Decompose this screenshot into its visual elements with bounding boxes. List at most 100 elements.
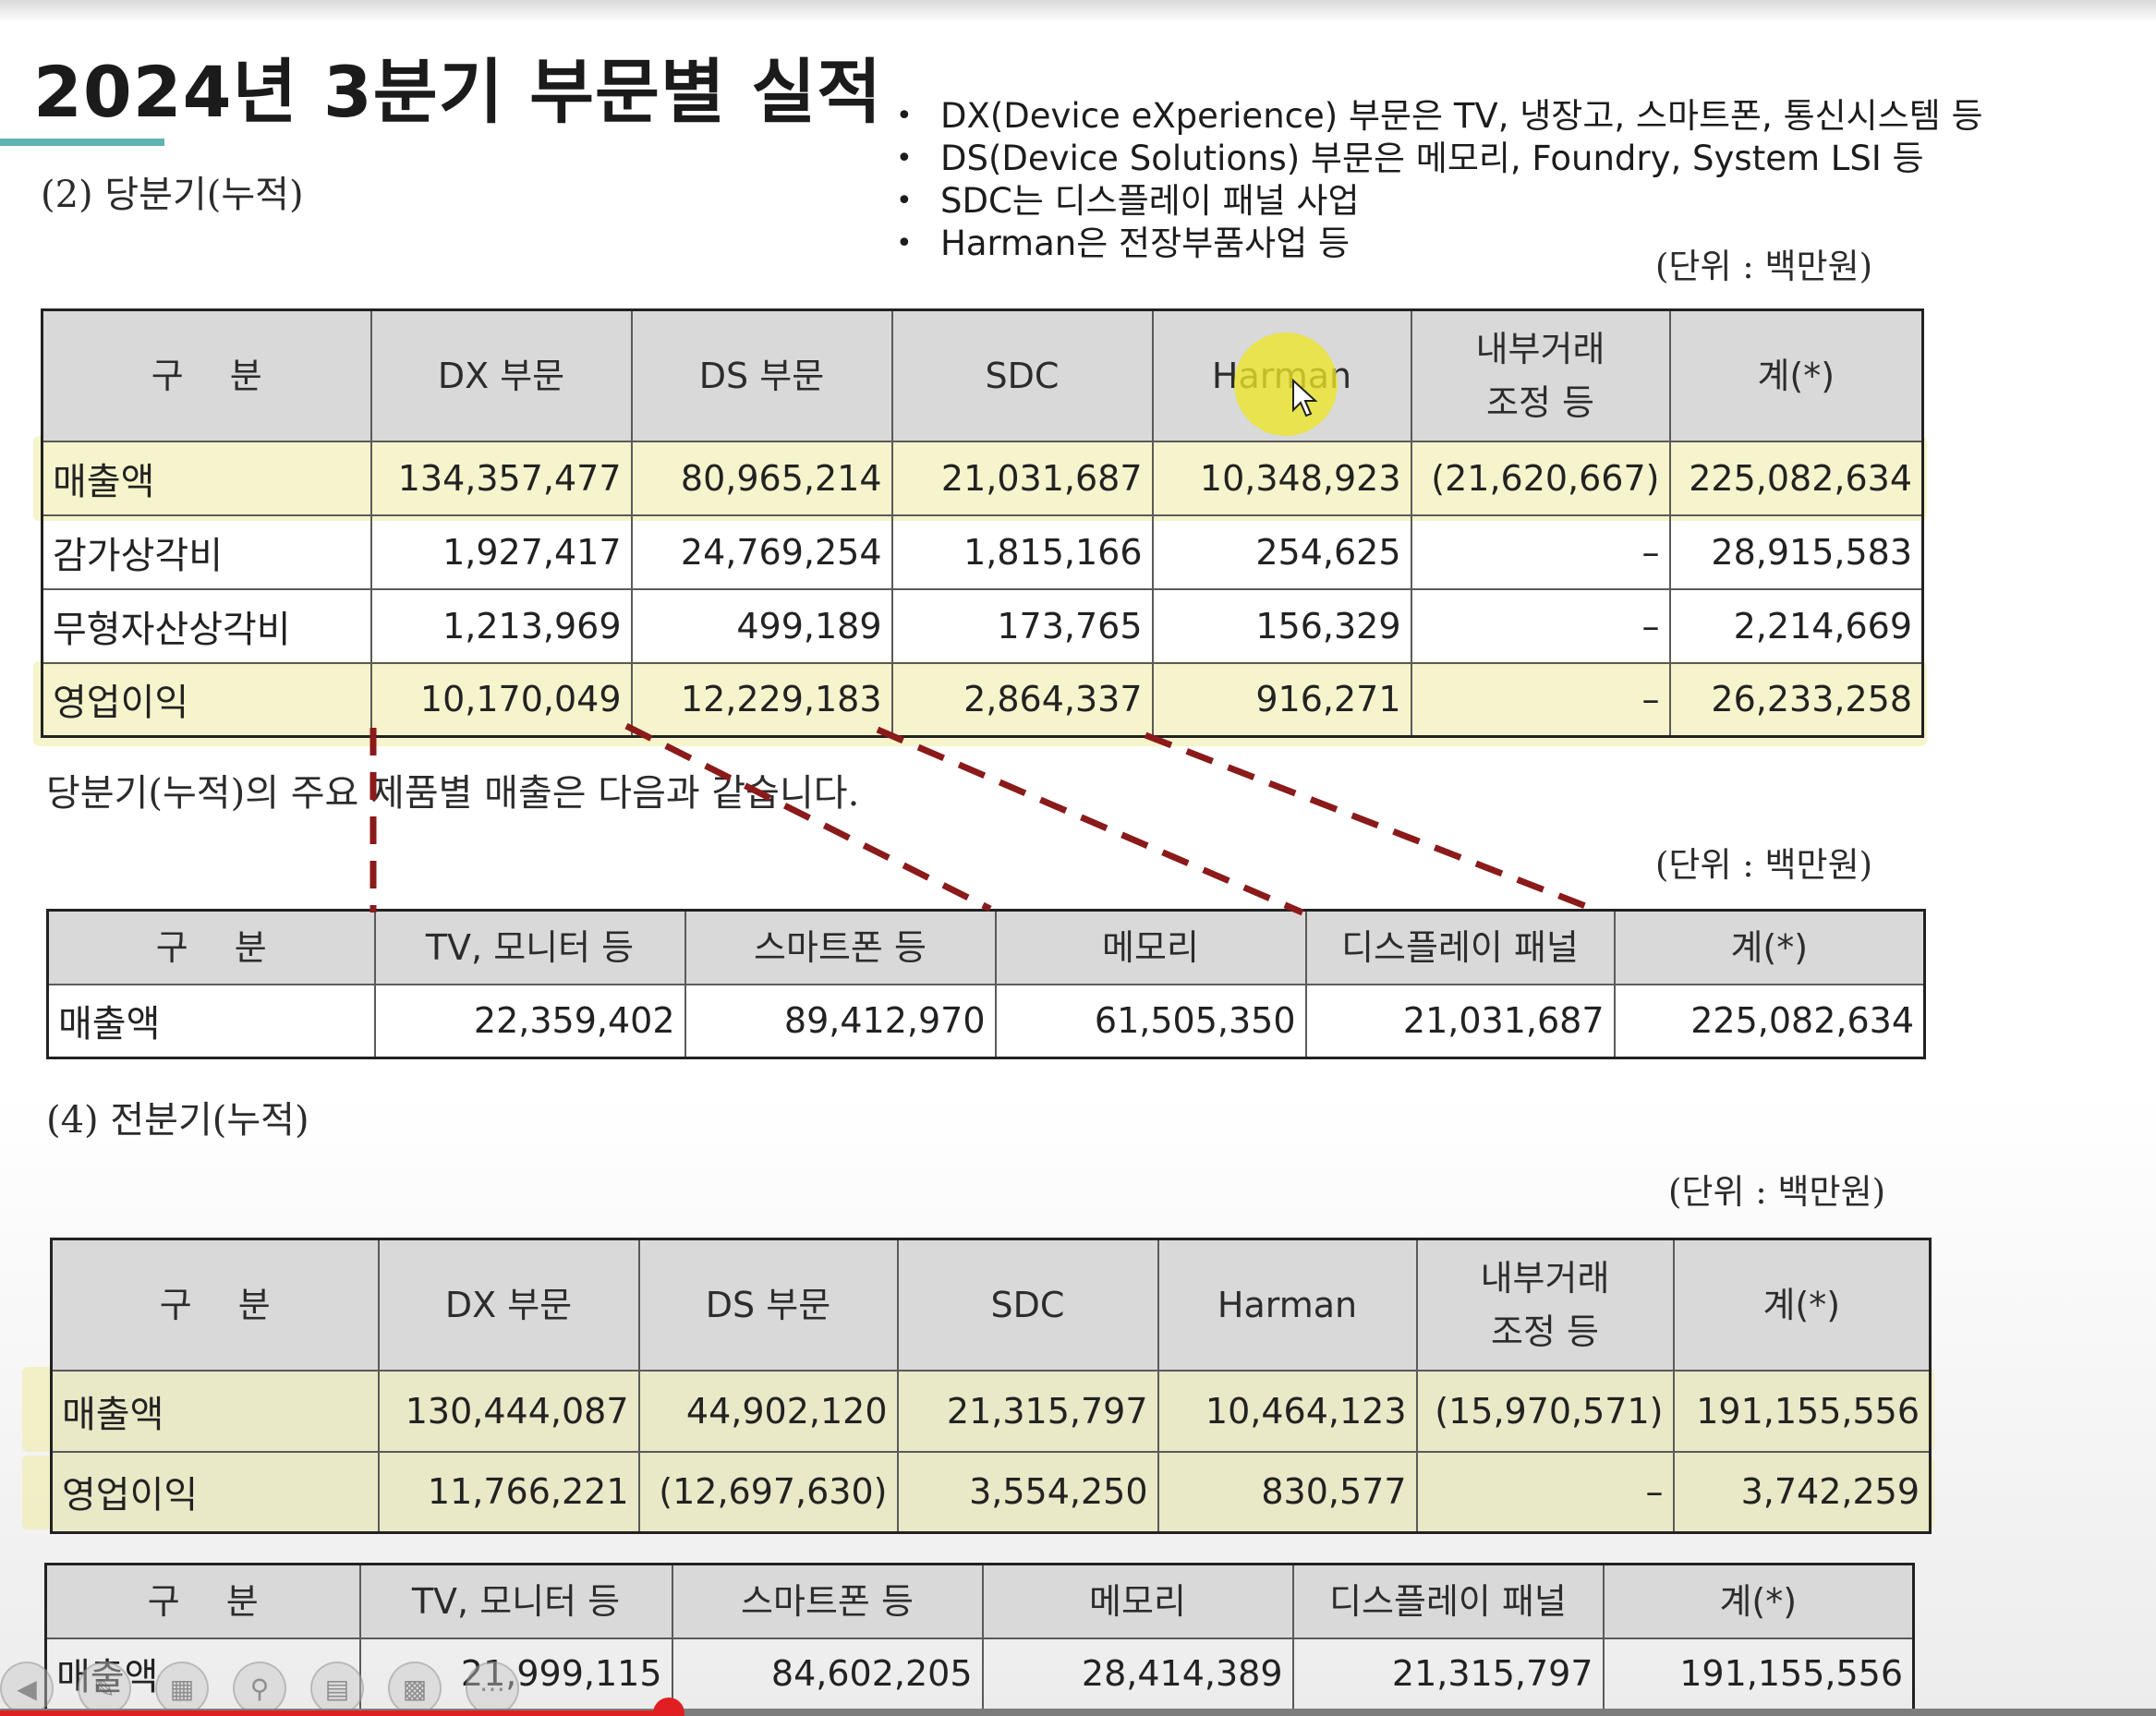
table-cell: (15,970,571)	[1415, 1369, 1675, 1453]
table-cell: 225,082,634	[1668, 440, 1924, 516]
table-cell: 61,505,350	[994, 983, 1307, 1059]
section-previous-label: (4) 전분기(누적)	[46, 1099, 309, 1142]
table-cell: (21,620,667)	[1410, 440, 1671, 516]
table-cell: 3,742,259	[1672, 1450, 1932, 1534]
table-cell: 2,864,337	[890, 661, 1154, 738]
header-smartphone: 스마트폰 등	[671, 1563, 984, 1639]
table-cell: 916,271	[1151, 661, 1412, 738]
header-total: 계(*)	[1613, 909, 1926, 985]
table-row: 영업이익 10,170,049 12,229,183 2,864,337 916,271…	[41, 661, 1924, 738]
row-label: 무형자산상각비	[41, 587, 372, 664]
header-memory: 메모리	[994, 909, 1307, 985]
slides-icon[interactable]: ▦	[155, 1662, 209, 1715]
header-memory: 메모리	[981, 1563, 1294, 1639]
subtitle-icon[interactable]: ▤	[310, 1662, 364, 1715]
table-cell: –	[1415, 1450, 1675, 1534]
dash-line-sdc-to-display	[1144, 731, 1594, 912]
table-cell: 830,577	[1157, 1450, 1418, 1534]
table-cell: 10,170,049	[369, 661, 633, 738]
header-category: 구 분	[41, 308, 372, 442]
header-total: 계(*)	[1672, 1238, 1932, 1372]
table-cell: 3,554,250	[896, 1450, 1159, 1534]
table-row: 매출액 130,444,087 44,902,120 21,315,797 10,464…	[50, 1369, 1932, 1453]
unit-label-2: (단위 : 백만원)	[1655, 845, 1873, 885]
bullet-ds: DS(Device Solutions) 부문은 메모리, Foundry, S…	[896, 138, 1983, 180]
cursor-highlight	[1234, 332, 1338, 436]
header-category: 구 분	[46, 909, 376, 985]
section-current-label: (2) 당분기(누적)	[41, 174, 304, 216]
row-label: 영업이익	[50, 1450, 380, 1534]
table-cell: 10,348,923	[1151, 440, 1412, 516]
table-cell: 21,315,797	[896, 1369, 1159, 1453]
header-total: 계(*)	[1602, 1563, 1915, 1639]
table-cell: 24,769,254	[630, 514, 893, 590]
header-category: 구 분	[44, 1563, 361, 1639]
more-icon[interactable]: ⋯	[466, 1662, 519, 1715]
slide-top-edge	[0, 0, 2156, 22]
table-cell: 89,412,970	[684, 983, 997, 1059]
header-tv-monitor: TV, 모니터 등	[358, 1563, 673, 1639]
table-cell: 173,765	[890, 587, 1154, 664]
bullet-dx: DX(Device eXperience) 부문은 TV, 냉장고, 스마트폰,…	[896, 95, 1983, 138]
table-cell: 26,233,258	[1668, 661, 1924, 738]
table-cell: 225,082,634	[1613, 983, 1926, 1059]
row-label: 감가상각비	[41, 514, 372, 590]
pen-icon[interactable]: ✎	[78, 1662, 131, 1715]
row-label: 매출액	[46, 983, 376, 1059]
bullet-harman: Harman은 전장부품사업 등	[896, 223, 1983, 265]
header-sdc: SDC	[890, 308, 1154, 442]
header-internal-adjustment: 내부거래 조정 등	[1415, 1238, 1675, 1372]
table-cell: 1,815,166	[890, 514, 1154, 590]
product-sales-intro: 당분기(누적)의 주요 제품별 매출은 다음과 같습니다.	[46, 772, 860, 815]
header-harman: Harman	[1157, 1238, 1418, 1372]
unit-label-3: (단위 : 백만원)	[1668, 1172, 1886, 1212]
table-cell: 191,155,556	[1602, 1637, 1915, 1711]
table-cell: 44,902,120	[637, 1369, 899, 1453]
mouse-cursor-icon	[1292, 379, 1318, 417]
table-cell: 191,155,556	[1672, 1369, 1932, 1453]
header-display-panel: 디스플레이 패널	[1304, 909, 1616, 985]
previous-segment-table: 구 분 DX 부문 DS 부문 SDC Harman 내부거래 조정 등 계(*)…	[50, 1238, 1932, 1534]
header-ds: DS 부문	[637, 1238, 899, 1372]
table-cell: –	[1410, 587, 1671, 664]
row-label: 영업이익	[41, 661, 372, 738]
table-cell: 11,766,221	[377, 1450, 640, 1534]
progress-knob[interactable]	[653, 1698, 684, 1716]
header-internal-adjustment: 내부거래 조정 등	[1410, 308, 1671, 442]
table-cell: 130,444,087	[377, 1369, 640, 1453]
table-row: 영업이익 11,766,221 (12,697,630) 3,554,250 830,5…	[50, 1450, 1932, 1534]
progress-track[interactable]	[0, 1709, 2156, 1716]
title-accent-line	[0, 139, 164, 146]
table-row: 매출액 22,359,402 89,412,970 61,505,350 21,031,…	[46, 983, 1926, 1059]
header-sdc: SDC	[896, 1238, 1159, 1372]
table-cell: 80,965,214	[630, 440, 893, 516]
camera-icon[interactable]: ▩	[388, 1662, 442, 1715]
table-row: 감가상각비 1,927,417 24,769,254 1,815,166 254,625…	[41, 514, 1924, 590]
dash-line-ds-to-memory	[876, 726, 1304, 916]
header-tv-monitor: TV, 모니터 등	[373, 909, 686, 985]
prev-icon[interactable]: ◀	[0, 1662, 54, 1715]
row-label: 매출액	[41, 440, 372, 516]
table-cell: 254,625	[1151, 514, 1412, 590]
table-cell: 134,357,477	[369, 440, 633, 516]
header-dx: DX 부문	[369, 308, 633, 442]
progress-fill	[0, 1710, 669, 1716]
header-ds: DS 부문	[630, 308, 893, 442]
table-cell: 28,915,583	[1668, 514, 1924, 590]
table-cell: 84,602,205	[671, 1637, 984, 1711]
header-display-panel: 디스플레이 패널	[1291, 1563, 1605, 1639]
table-cell: 499,189	[630, 587, 893, 664]
dash-line-dx-to-smartphone	[624, 722, 992, 912]
table-cell: –	[1410, 661, 1671, 738]
table-cell: 2,214,669	[1668, 587, 1924, 664]
unit-label-1: (단위 : 백만원)	[1655, 247, 1873, 286]
table-cell: (12,697,630)	[637, 1450, 899, 1534]
table-cell: 21,031,687	[890, 440, 1154, 516]
table-cell: 12,229,183	[630, 661, 893, 738]
header-smartphone: 스마트폰 등	[684, 909, 997, 985]
zoom-icon[interactable]: ⚲	[233, 1662, 286, 1715]
bullet-sdc: SDC는 디스플레이 패널 사업	[896, 180, 1983, 223]
segment-description-list: DX(Device eXperience) 부문은 TV, 냉장고, 스마트폰,…	[896, 95, 1983, 265]
slide-title: 2024년 3분기 부문별 실적	[33, 51, 883, 133]
